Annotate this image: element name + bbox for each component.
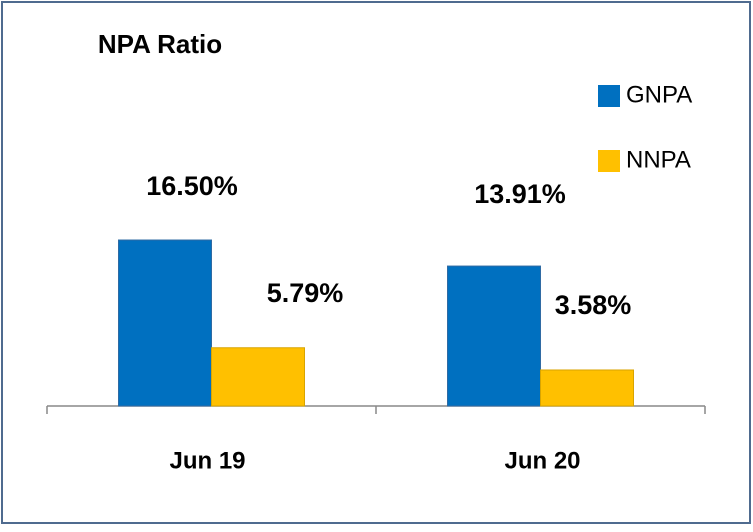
x-tick-label: Jun 19 bbox=[169, 447, 245, 474]
bar bbox=[540, 369, 634, 407]
bar bbox=[211, 347, 305, 407]
legend-swatch bbox=[598, 150, 620, 172]
bar bbox=[447, 265, 541, 407]
legend-label: GNPA bbox=[626, 81, 692, 108]
data-label: 3.58% bbox=[555, 290, 632, 320]
data-label: 16.50% bbox=[146, 171, 238, 201]
legend-label: NNPA bbox=[626, 146, 691, 173]
x-tick-label: Jun 20 bbox=[504, 447, 580, 474]
chart-title: NPA Ratio bbox=[98, 29, 222, 59]
data-label: 5.79% bbox=[267, 278, 344, 308]
data-label: 13.91% bbox=[474, 179, 566, 209]
legend-swatch bbox=[598, 85, 620, 107]
bar bbox=[118, 239, 212, 407]
chart-frame bbox=[1, 1, 751, 524]
